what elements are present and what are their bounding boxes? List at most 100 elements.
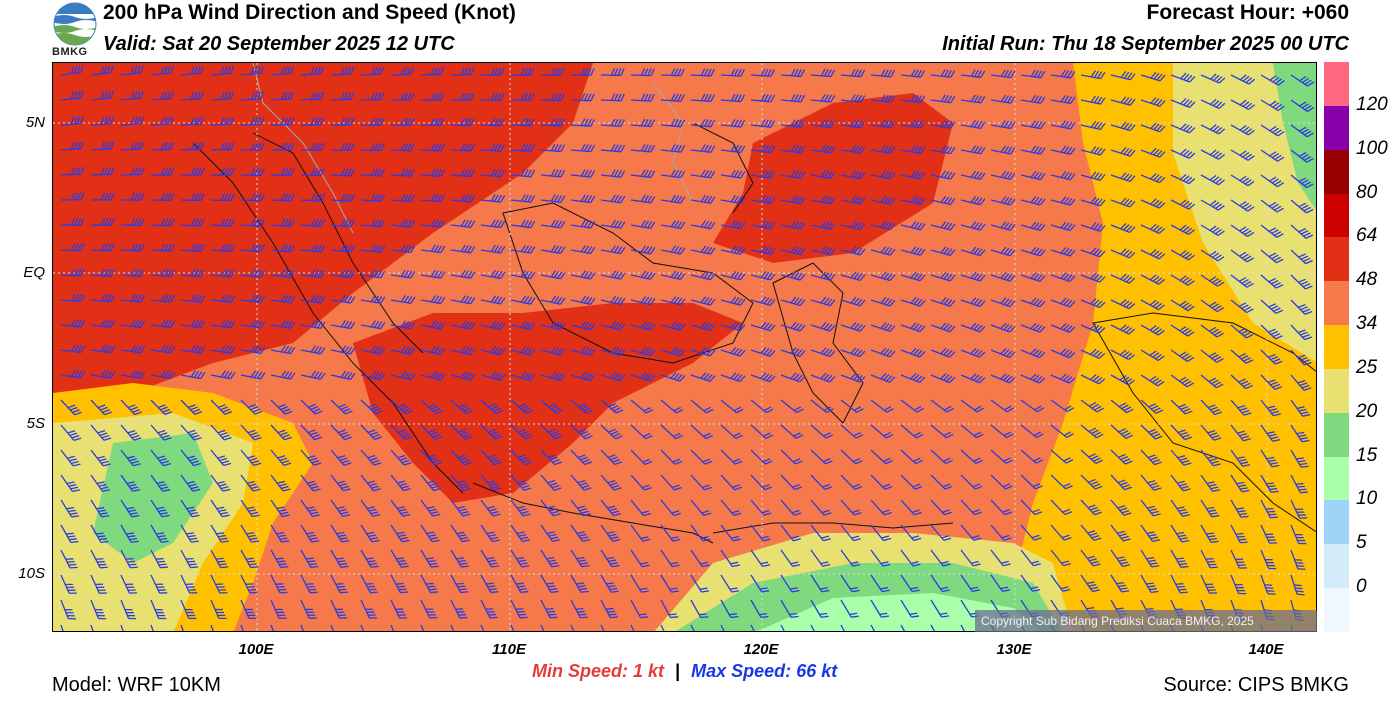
wind-barb [1020,424,1044,439]
wind-barb [1140,374,1165,387]
wind-barb [360,168,385,177]
wind-barb [990,170,1016,181]
wind-barb [960,499,982,516]
wind-barb [660,220,686,230]
wind-barb [510,168,536,178]
wind-barb [150,116,175,126]
wind-barb [300,424,322,441]
wind-barb [360,269,386,279]
wind-barb [750,119,776,128]
wind-barb [720,346,746,357]
wind-barb [1050,424,1074,438]
wind-barb [90,344,116,354]
wind-barb [570,474,592,491]
wind-barb [270,524,290,543]
wind-barb [450,168,476,178]
wind-barb [660,424,683,440]
wind-barb [540,244,566,254]
wind-barb [870,424,894,439]
wind-barb [900,549,921,567]
wind-barb [90,217,115,227]
wind-barb [810,347,836,358]
wind-barb [150,599,167,620]
wind-barb [1020,449,1044,464]
wind-barb [1200,224,1225,237]
wind-barb [240,624,249,631]
wind-barb [810,144,836,154]
wind-barb [270,117,295,126]
wind-barb [1200,249,1225,262]
wind-barb [1170,399,1193,415]
wind-map [52,62,1317,632]
wind-barb [1200,349,1224,363]
wind-barb [690,220,716,230]
wind-barb [960,297,986,308]
wind-barb [1260,449,1280,468]
wind-barb [480,320,506,330]
wind-barb [450,399,473,415]
wind-barb [690,424,713,440]
wind-barb [360,294,386,304]
colorbar-segment [1324,281,1349,326]
wind-barb [300,294,326,304]
wind-barb [690,524,711,542]
wind-barb [1020,297,1046,308]
wind-barb [570,499,591,517]
wind-barb [870,499,892,516]
wind-barb [1110,298,1136,310]
wind-barb [810,399,834,414]
wind-barb [840,68,866,78]
wind-barb [900,373,926,384]
wind-barb [1110,499,1132,516]
wind-barb [660,474,682,491]
wind-barb [1020,474,1043,490]
wind-barb [390,66,415,76]
wind-barb [780,144,806,154]
wind-barb [480,499,501,517]
wind-barb [1200,399,1223,416]
wind-barb [540,93,565,102]
wind-barb [510,549,530,568]
wind-barb [360,66,385,76]
wind-barb [510,67,535,76]
colorbar-label: 80 [1356,181,1378,203]
wind-barb [1290,549,1306,570]
wind-barb [1020,549,1041,567]
wind-barb [150,167,175,176]
wind-barb [690,296,716,306]
wind-barb [990,272,1016,282]
wind-barb [1170,274,1195,286]
wind-barb [390,168,415,177]
wind-barb [570,219,596,229]
wind-barb [720,399,744,414]
wind-barb [510,244,536,254]
wind-barb [90,549,108,569]
wind-barb [690,574,710,593]
wind-barb [1260,374,1283,391]
wind-barb [840,424,864,439]
wind-barb [510,449,532,466]
wind-barb [660,399,684,414]
wind-barb [1260,474,1279,493]
wind-barb [300,345,326,355]
wind-barb [900,119,926,129]
wind-barb [1080,222,1106,232]
wind-barb [360,92,385,101]
wind-barb [630,624,641,631]
wind-barb [480,295,506,305]
wind-barb [450,624,460,631]
wind-barb [480,449,502,466]
wind-barb [840,347,866,358]
wind-barb [570,424,593,440]
wind-barb [150,370,176,380]
wind-barb [900,424,924,439]
wind-barb [150,65,174,76]
wind-barb [150,91,174,101]
wind-barb [1050,524,1072,541]
wind-barb [1050,272,1076,283]
wind-barb [1140,424,1163,440]
wind-barb [900,474,923,490]
wind-barb [270,269,296,278]
wind-barb [360,320,386,330]
nusa-tenggara-coast [712,522,954,534]
